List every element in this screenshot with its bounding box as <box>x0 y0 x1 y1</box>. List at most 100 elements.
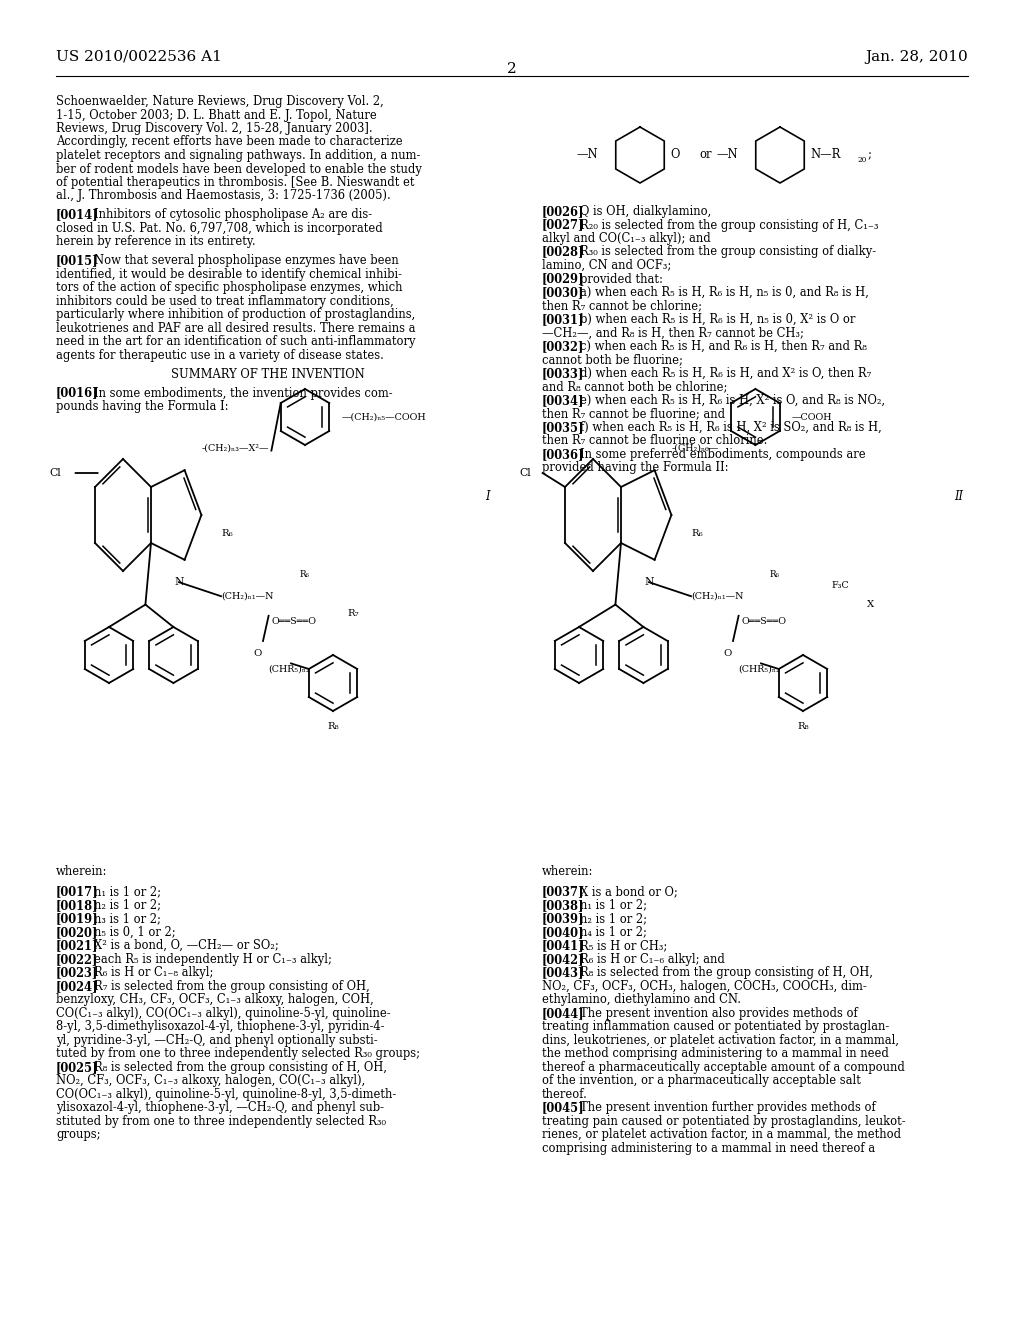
Text: —N: —N <box>717 149 738 161</box>
Text: [0030]: [0030] <box>542 286 585 300</box>
Text: [0033]: [0033] <box>542 367 585 380</box>
Text: closed in U.S. Pat. No. 6,797,708, which is incorporated: closed in U.S. Pat. No. 6,797,708, which… <box>56 222 383 235</box>
Text: R₆ is H or C₁₋₈ alkyl;: R₆ is H or C₁₋₈ alkyl; <box>94 966 213 979</box>
Text: [0037]: [0037] <box>542 886 585 898</box>
Text: [0026]: [0026] <box>542 205 585 218</box>
Text: or: or <box>699 149 713 161</box>
Text: [0015]: [0015] <box>56 255 98 267</box>
Text: thereof a pharmaceutically acceptable amount of a compound: thereof a pharmaceutically acceptable am… <box>542 1061 905 1073</box>
Text: R₆: R₆ <box>691 529 702 539</box>
Text: In some embodiments, the invention provides com-: In some embodiments, the invention provi… <box>94 387 392 400</box>
Text: tors of the action of specific phospholipase enzymes, which: tors of the action of specific phospholi… <box>56 281 402 294</box>
Text: lamino, CN and OCF₃;: lamino, CN and OCF₃; <box>542 259 672 272</box>
Text: alkyl and CO(C₁₋₃ alkyl); and: alkyl and CO(C₁₋₃ alkyl); and <box>542 232 711 246</box>
Text: yl, pyridine-3-yl, —CH₂-Q, and phenyl optionally substi-: yl, pyridine-3-yl, —CH₂-Q, and phenyl op… <box>56 1034 378 1047</box>
Text: [0017]: [0017] <box>56 886 98 898</box>
Text: each R₅ is independently H or C₁₋₃ alkyl;: each R₅ is independently H or C₁₋₃ alkyl… <box>94 953 332 966</box>
Text: Q is OH, dialkylamino,: Q is OH, dialkylamino, <box>580 205 712 218</box>
Text: pounds having the Formula I:: pounds having the Formula I: <box>56 400 228 413</box>
Text: treating inflammation caused or potentiated by prostaglan-: treating inflammation caused or potentia… <box>542 1020 889 1034</box>
Text: provided having the Formula II:: provided having the Formula II: <box>542 462 728 474</box>
Text: X: X <box>867 601 874 609</box>
Text: b) when each R₅ is H, R₆ is H, n₅ is 0, X² is O or: b) when each R₅ is H, R₆ is H, n₅ is 0, … <box>580 313 855 326</box>
Text: 1-15, October 2003; D. L. Bhatt and E. J. Topol, Nature: 1-15, October 2003; D. L. Bhatt and E. J… <box>56 108 377 121</box>
Text: [0020]: [0020] <box>56 925 98 939</box>
Text: [0032]: [0032] <box>542 341 585 352</box>
Text: thereof.: thereof. <box>542 1088 588 1101</box>
Text: [0018]: [0018] <box>56 899 98 912</box>
Text: comprising administering to a mammal in need thereof a: comprising administering to a mammal in … <box>542 1142 876 1155</box>
Text: treating pain caused or potentiated by prostaglandins, leukot-: treating pain caused or potentiated by p… <box>542 1115 905 1127</box>
Text: (CH₂)ₙ₁—N: (CH₂)ₙ₁—N <box>221 591 273 601</box>
Text: X² is a bond, O, —CH₂— or SO₂;: X² is a bond, O, —CH₂— or SO₂; <box>94 940 279 952</box>
Text: [0044]: [0044] <box>542 1007 585 1020</box>
Text: R₈: R₈ <box>798 722 809 731</box>
Text: tuted by from one to three independently selected R₃₀ groups;: tuted by from one to three independently… <box>56 1047 420 1060</box>
Text: 20: 20 <box>858 156 867 164</box>
Text: N: N <box>644 577 653 586</box>
Text: provided that:: provided that: <box>580 272 663 285</box>
Text: ber of rodent models have been developed to enable the study: ber of rodent models have been developed… <box>56 162 422 176</box>
Text: n₂ is 1 or 2;: n₂ is 1 or 2; <box>94 899 161 912</box>
Text: dins, leukotrienes, or platelet activation factor, in a mammal,: dins, leukotrienes, or platelet activati… <box>542 1034 899 1047</box>
Text: 2: 2 <box>507 62 517 77</box>
Text: [0041]: [0041] <box>542 940 585 952</box>
Text: O══S══O: O══S══O <box>271 616 316 626</box>
Text: Accordingly, recent efforts have been made to characterize: Accordingly, recent efforts have been ma… <box>56 136 402 149</box>
Text: f) when each R₅ is H, R₆ is H, X² is SO₂, and R₈ is H,: f) when each R₅ is H, R₆ is H, X² is SO₂… <box>580 421 882 434</box>
Text: identified, it would be desirable to identify chemical inhibi-: identified, it would be desirable to ide… <box>56 268 402 281</box>
Text: Now that several phospholipase enzymes have been: Now that several phospholipase enzymes h… <box>94 255 398 267</box>
Text: Inhibitors of cytosolic phospholipase A₂ are dis-: Inhibitors of cytosolic phospholipase A₂… <box>94 209 372 222</box>
Text: ;: ; <box>868 149 871 161</box>
Text: [0039]: [0039] <box>542 912 585 925</box>
Text: R₆: R₆ <box>299 570 309 579</box>
Text: US 2010/0022536 A1: US 2010/0022536 A1 <box>56 50 222 63</box>
Text: [0025]: [0025] <box>56 1061 98 1073</box>
Text: e) when each R₅ is H, R₆ is H, X² is O, and R₈ is NO₂,: e) when each R₅ is H, R₆ is H, X² is O, … <box>580 393 885 407</box>
Text: In some preferred embodiments, compounds are: In some preferred embodiments, compounds… <box>580 447 865 461</box>
Text: benzyloxy, CH₃, CF₃, OCF₃, C₁₋₃ alkoxy, halogen, COH,: benzyloxy, CH₃, CF₃, OCF₃, C₁₋₃ alkoxy, … <box>56 993 374 1006</box>
Text: n₂ is 1 or 2;: n₂ is 1 or 2; <box>580 912 647 925</box>
Text: then R₇ cannot be fluorine; and: then R₇ cannot be fluorine; and <box>542 408 725 421</box>
Text: R₆ is H or C₁₋₆ alkyl; and: R₆ is H or C₁₋₆ alkyl; and <box>580 953 725 966</box>
Text: -(CH₂)ₙ₆—: -(CH₂)ₙ₆— <box>672 444 719 453</box>
Text: O: O <box>253 649 261 659</box>
Text: SUMMARY OF THE INVENTION: SUMMARY OF THE INVENTION <box>171 368 365 380</box>
Text: of the invention, or a pharmaceutically acceptable salt: of the invention, or a pharmaceutically … <box>542 1074 861 1088</box>
Text: [0029]: [0029] <box>542 272 585 285</box>
Text: CO(C₁₋₃ alkyl), CO(OC₁₋₃ alkyl), quinoline-5-yl, quinoline-: CO(C₁₋₃ alkyl), CO(OC₁₋₃ alkyl), quinoli… <box>56 1007 390 1020</box>
Text: [0019]: [0019] <box>56 912 98 925</box>
Text: R₈: R₈ <box>328 722 339 731</box>
Text: wherein:: wherein: <box>542 865 593 878</box>
Text: inhibitors could be used to treat inflammatory conditions,: inhibitors could be used to treat inflam… <box>56 294 394 308</box>
Text: wherein:: wherein: <box>56 865 108 878</box>
Text: n₁ is 1 or 2;: n₁ is 1 or 2; <box>94 886 161 898</box>
Text: particularly where inhibition of production of prostaglandins,: particularly where inhibition of product… <box>56 309 416 321</box>
Text: n₃ is 1 or 2;: n₃ is 1 or 2; <box>94 912 161 925</box>
Text: [0036]: [0036] <box>542 447 585 461</box>
Text: O: O <box>670 149 679 161</box>
Text: Cl: Cl <box>519 469 531 478</box>
Text: al., J. Thrombosis and Haemostasis, 3: 1725-1736 (2005).: al., J. Thrombosis and Haemostasis, 3: 1… <box>56 190 391 202</box>
Text: —CH₂—, and R₈ is H, then R₇ cannot be CH₃;: —CH₂—, and R₈ is H, then R₇ cannot be CH… <box>542 326 804 339</box>
Text: then R₇ cannot be chlorine;: then R₇ cannot be chlorine; <box>542 300 702 313</box>
Text: Cl: Cl <box>49 469 61 478</box>
Text: R₇ is selected from the group consisting of OH,: R₇ is selected from the group consisting… <box>94 979 370 993</box>
Text: R₂₀ is selected from the group consisting of H, C₁₋₃: R₂₀ is selected from the group consistin… <box>580 219 879 231</box>
Text: [0040]: [0040] <box>542 925 585 939</box>
Text: R₃₀ is selected from the group consisting of dialky-: R₃₀ is selected from the group consistin… <box>580 246 877 259</box>
Text: a) when each R₅ is H, R₆ is H, n₅ is 0, and R₈ is H,: a) when each R₅ is H, R₆ is H, n₅ is 0, … <box>580 286 869 300</box>
Text: agents for therapeutic use in a variety of disease states.: agents for therapeutic use in a variety … <box>56 348 384 362</box>
Text: [0043]: [0043] <box>542 966 585 979</box>
Text: leukotrienes and PAF are all desired results. There remains a: leukotrienes and PAF are all desired res… <box>56 322 416 335</box>
Text: NO₂, CF₃, OCF₃, OCH₃, halogen, COCH₃, COOCH₃, dim-: NO₂, CF₃, OCF₃, OCH₃, halogen, COCH₃, CO… <box>542 979 866 993</box>
Text: R₈ is selected from the group consisting of H, OH,: R₈ is selected from the group consisting… <box>94 1061 387 1073</box>
Text: F₃C: F₃C <box>831 581 849 590</box>
Text: (CHR₅)ₙ₂: (CHR₅)ₙ₂ <box>738 664 780 673</box>
Text: [0021]: [0021] <box>56 940 98 952</box>
Text: then R₇ cannot be fluorine or chlorine.: then R₇ cannot be fluorine or chlorine. <box>542 434 767 447</box>
Text: R₆: R₆ <box>221 529 232 539</box>
Text: R₅ is H or CH₃;: R₅ is H or CH₃; <box>580 940 668 952</box>
Text: R₆: R₆ <box>769 570 779 579</box>
Text: herein by reference in its entirety.: herein by reference in its entirety. <box>56 235 256 248</box>
